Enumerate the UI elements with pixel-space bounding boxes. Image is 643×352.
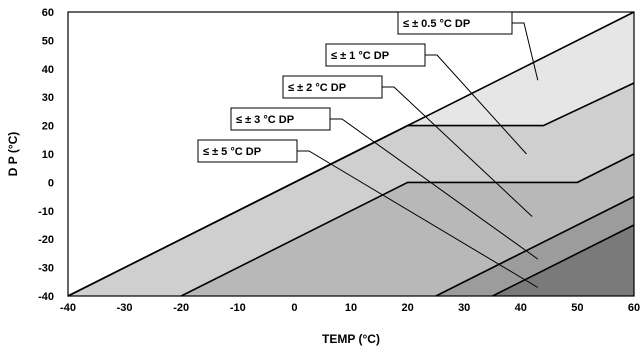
y-tick-label: 60 — [42, 7, 54, 19]
y-tick-label: -20 — [38, 234, 54, 246]
region-boundaries — [67, 11, 635, 297]
leader-line-2-c-dp — [382, 86, 533, 217]
x-tick-label: 60 — [628, 302, 640, 314]
y-tick-label: 20 — [42, 121, 54, 133]
region-3 — [181, 154, 634, 296]
x-tick-label: -10 — [230, 302, 246, 314]
series-label: ≤ ± 0.5 °C DP — [403, 18, 470, 30]
plot-frame — [67, 11, 635, 297]
y-tick-label: -10 — [38, 206, 54, 218]
y-tick-label: 10 — [42, 149, 54, 161]
leader-line-1-c-dp — [425, 54, 527, 155]
boundary-line-2 — [180, 153, 635, 297]
x-tick-label: 50 — [571, 302, 583, 314]
series-label: ≤ ± 5 °C DP — [203, 146, 261, 158]
boundary-line-3 — [435, 195, 635, 297]
x-tick-label: -30 — [117, 302, 133, 314]
label-box — [397, 11, 513, 35]
y-tick-label: 0 — [48, 177, 54, 189]
y-axis-title: D P (°C) — [6, 132, 20, 177]
label-box — [197, 139, 298, 163]
boundary-line-4 — [492, 224, 635, 297]
y-tick-label: 50 — [42, 35, 54, 47]
x-axis-ticks: -40 -30 -20 -10 0 10 20 30 40 50 60 — [60, 302, 640, 314]
leader-line-0-5-c-dp — [512, 22, 539, 81]
x-tick-label: 0 — [291, 302, 297, 314]
label-box — [230, 107, 331, 131]
y-axis-ticks: -40 -30 -20 -10 0 10 20 30 40 50 60 — [38, 7, 54, 303]
label-box — [282, 75, 383, 99]
series-label: ≤ ± 1 °C DP — [331, 50, 389, 62]
x-tick-label: 20 — [401, 302, 413, 314]
x-tick-label: 40 — [515, 302, 527, 314]
y-tick-label: -30 — [38, 263, 54, 275]
x-axis-title: TEMP (°C) — [322, 332, 380, 346]
x-tick-label: -20 — [173, 302, 189, 314]
x-tick-label: -40 — [60, 302, 76, 314]
x-tick-label: 10 — [345, 302, 357, 314]
region-labels: ≤ ± 0.5 °C DP ≤ ± 1 °C DP ≤ ± 2 °C DP ≤ ± 3… — [197, 11, 539, 288]
series-label: ≤ ± 3 °C DP — [236, 114, 294, 126]
series-label: ≤ ± 2 °C DP — [288, 82, 346, 94]
y-tick-label: 30 — [42, 92, 54, 104]
y-tick-label: -40 — [38, 291, 54, 303]
x-tick-label: 30 — [458, 302, 470, 314]
leader-line-5-c-dp — [297, 150, 539, 288]
label-box — [325, 43, 426, 67]
leader-line-3-c-dp — [330, 118, 539, 260]
region-2 — [68, 83, 634, 296]
y-tick-label: 40 — [42, 64, 54, 76]
outer-boundary-line — [67, 11, 635, 297]
